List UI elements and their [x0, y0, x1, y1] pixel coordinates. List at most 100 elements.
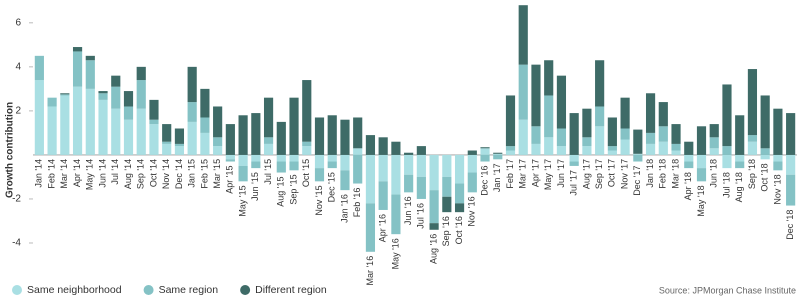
bar-segment	[391, 154, 401, 195]
x-tick-label: May '15	[237, 185, 247, 216]
bar-segment	[505, 95, 516, 147]
bar-segment	[72, 47, 83, 52]
x-tick-label: Jan '16	[339, 194, 349, 223]
x-tick-label: Jul '16	[416, 203, 426, 229]
x-tick-label: Feb '17	[505, 159, 515, 189]
bar-segment	[123, 119, 134, 155]
y-tick-label: -2	[12, 194, 21, 205]
bar-segment	[200, 88, 210, 118]
bar-segment	[340, 119, 350, 155]
bar-segment	[340, 170, 350, 191]
x-tick-label: Mar '14	[59, 159, 69, 189]
bar-segment	[709, 137, 719, 149]
x-tick-label: Dec '18	[785, 210, 795, 240]
bar-segment	[786, 154, 796, 175]
bar-segment	[569, 161, 579, 166]
bar-segment	[289, 161, 299, 171]
x-tick-label: Aug '14	[123, 159, 133, 189]
bar-segment	[582, 108, 592, 138]
x-tick-label: Jul '15	[263, 159, 273, 185]
bar-segment	[531, 126, 541, 144]
bar-segment	[493, 154, 503, 160]
x-tick-label: May '17	[543, 159, 553, 190]
x-tick-label: Dec '15	[327, 172, 337, 202]
bar-segment	[467, 172, 477, 193]
bar-segment	[658, 126, 668, 142]
bar-segment	[722, 154, 732, 169]
bar-segment	[98, 91, 108, 94]
bar-segment	[85, 60, 95, 89]
bar-segment	[760, 95, 770, 149]
bar-segment	[416, 154, 426, 177]
bar-segment	[480, 154, 490, 162]
bar-segment	[225, 124, 235, 155]
bar-segment	[149, 99, 159, 120]
legend-swatch	[12, 285, 22, 295]
bar-segment	[340, 154, 350, 171]
x-tick-label: Nov '18	[772, 174, 782, 204]
bar-segment	[747, 69, 758, 136]
bar-segment	[251, 113, 261, 155]
bar-segment	[302, 80, 312, 142]
bar-segment	[442, 154, 452, 177]
bar-segment	[111, 75, 121, 87]
x-tick-label: Jun '18	[709, 159, 719, 188]
bar-segment	[187, 66, 197, 103]
bar-segment	[684, 161, 694, 169]
x-tick-label: Dec '14	[174, 159, 184, 189]
legend-swatch	[143, 285, 154, 295]
bar-segment	[365, 203, 376, 252]
bar-segment	[760, 154, 770, 160]
y-tick-label: 6	[15, 17, 21, 28]
x-tick-label: Aug '18	[734, 172, 744, 202]
bar-segment	[123, 106, 134, 120]
bar-segment	[213, 146, 223, 155]
bar-segment	[429, 154, 439, 191]
bar-segment	[671, 150, 681, 155]
bar-segment	[85, 55, 95, 61]
bar-segment	[531, 143, 541, 155]
bar-segment	[696, 126, 707, 155]
bar-segment	[735, 115, 745, 155]
bar-segment	[149, 124, 159, 155]
bar-segment	[556, 128, 567, 147]
bar-segment	[238, 115, 248, 155]
bar-segment	[595, 106, 605, 127]
x-tick-label: Jul '17	[569, 170, 579, 196]
x-tick-label: Nov '15	[314, 185, 324, 215]
bar-segment	[289, 97, 299, 155]
bar-segment	[747, 135, 758, 142]
bar-segment	[391, 141, 401, 155]
bar-segment	[98, 93, 108, 100]
bar-segment	[633, 129, 643, 154]
bar-segment	[773, 154, 783, 162]
bar-segment	[47, 97, 57, 107]
x-tick-label: Jun '15	[250, 172, 260, 201]
bar-segment	[556, 75, 567, 129]
bar-segment	[569, 154, 579, 162]
bar-segment	[429, 223, 439, 230]
y-tick-label: -4	[12, 238, 21, 249]
bar-segment	[60, 94, 70, 96]
bar-segment	[72, 86, 83, 155]
bar-segment	[149, 119, 159, 125]
bar-segment	[200, 132, 210, 155]
bar-segment	[378, 137, 388, 155]
x-tick-label: Aug '16	[428, 234, 438, 264]
bar-segment	[123, 91, 134, 107]
bar-segment	[276, 154, 286, 162]
bar-segment	[493, 152, 503, 154]
bar-segment	[174, 143, 185, 147]
bar-segment	[671, 124, 681, 144]
bar-segment	[480, 147, 490, 149]
bar-segment	[595, 126, 605, 155]
x-tick-label: Sep '14	[136, 159, 146, 189]
x-tick-label: Apr '15	[225, 166, 235, 194]
x-tick-label: Sep '16	[441, 216, 451, 246]
x-tick-label: Oct '17	[607, 159, 617, 187]
bar-segment	[302, 146, 312, 155]
bar-segment	[225, 159, 235, 162]
x-tick-label: Dec '16	[479, 166, 489, 196]
source: Source: JPMorgan Chase Institute	[659, 285, 796, 295]
